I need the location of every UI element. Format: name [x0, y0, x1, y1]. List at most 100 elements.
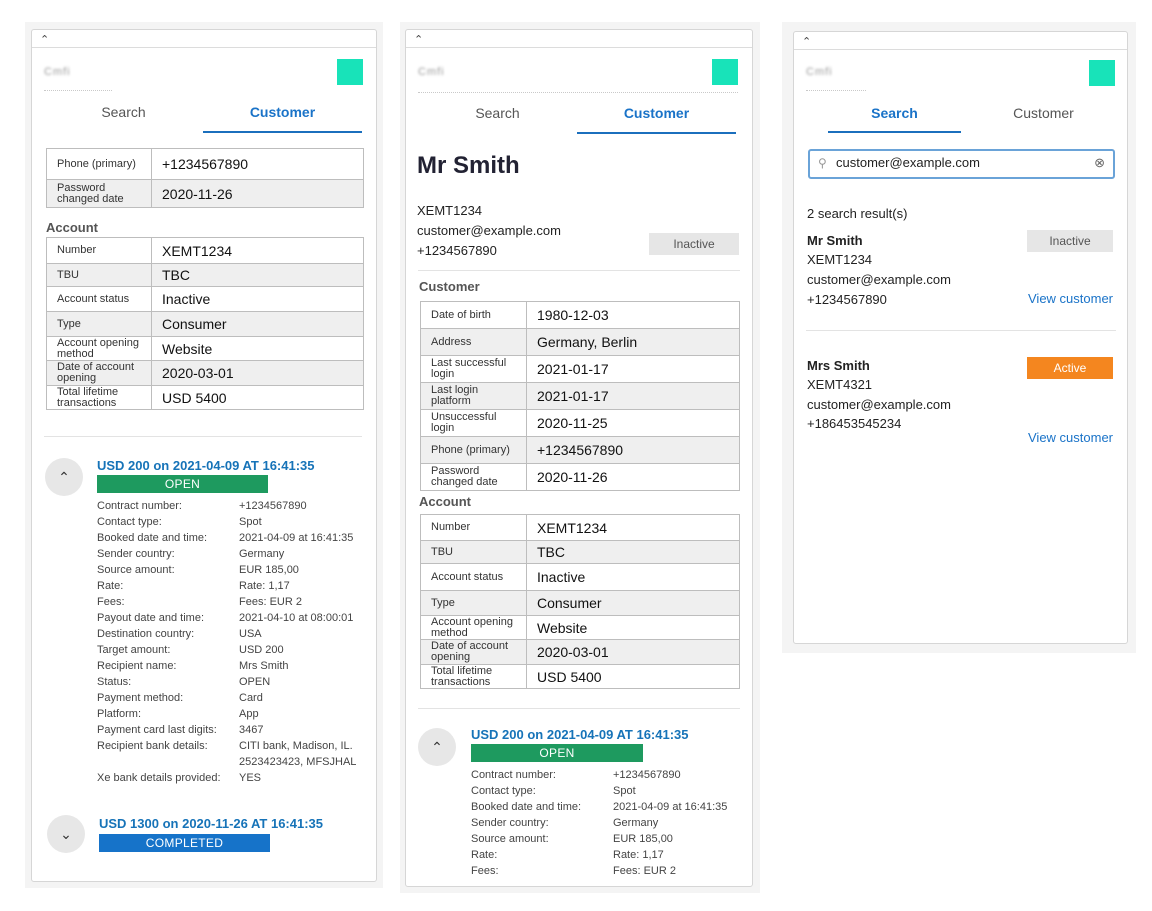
detail-value: 3467: [239, 724, 264, 736]
field-label: TBU: [420, 540, 527, 564]
detail-label: Payment card last digits:: [97, 724, 217, 736]
detail-value: Card: [239, 692, 263, 704]
transaction-title[interactable]: USD 1300 on 2020-11-26 AT 16:41:35: [99, 816, 324, 831]
customer-panel-middle: ⌃ Cmfi Search Customer Mr Smith XEMT1234…: [405, 29, 753, 887]
transaction-title[interactable]: USD 200 on 2021-04-09 AT 16:41:35: [471, 727, 689, 742]
brand-square: [1089, 60, 1115, 86]
detail-row: Source amount: EUR 185,00: [471, 831, 746, 847]
tab-search[interactable]: Search: [828, 96, 961, 133]
view-customer-link[interactable]: View customer: [1028, 291, 1114, 306]
detail-value: OPEN: [239, 676, 271, 688]
detail-row: Status: OPEN: [97, 674, 367, 690]
result-account: XEMT1234: [807, 252, 873, 267]
customer-email: customer@example.com: [417, 223, 561, 238]
detail-value: +1234567890: [613, 769, 681, 781]
detail-row: Contract number: +1234567890: [97, 498, 367, 514]
field-value: 1980-12-03: [526, 301, 740, 329]
field-value: TBC: [151, 263, 364, 287]
detail-label: Recipient name:: [97, 660, 177, 672]
field-label: Phone (primary): [46, 148, 152, 180]
tab-search[interactable]: Search: [475, 105, 520, 121]
chevron-up-icon[interactable]: ⌃: [414, 34, 424, 46]
detail-row: Contact type: Spot: [471, 783, 746, 799]
detail-label: Platform:: [97, 708, 142, 720]
clear-icon[interactable]: ⊗: [1094, 155, 1105, 170]
section-heading: Customer: [419, 279, 480, 294]
status-badge: Active: [1027, 357, 1113, 379]
detail-row: Rate: Rate: 1,17: [471, 847, 746, 863]
tab-customer[interactable]: Customer: [1013, 105, 1074, 121]
detail-value: Germany: [613, 817, 659, 829]
collapse-transaction-button[interactable]: ⌃: [418, 728, 456, 766]
detail-label: Fees:: [471, 865, 499, 877]
field-label: Type: [46, 311, 152, 337]
field-value: 2021-01-17: [526, 355, 740, 383]
result-name: Mr Smith: [807, 233, 863, 248]
detail-row: Recipient bank details: CITI bank, Madiso…: [97, 738, 367, 770]
tab-customer[interactable]: Customer: [203, 96, 362, 133]
detail-label: Rate:: [471, 849, 498, 861]
collapse-transaction-button[interactable]: ⌃: [45, 458, 83, 496]
tab-search[interactable]: Search: [101, 104, 146, 120]
detail-label: Target amount:: [97, 644, 171, 656]
field-value: TBC: [526, 540, 740, 564]
detail-row: Fees: Fees: EUR 2: [471, 863, 746, 879]
detail-label: Destination country:: [97, 628, 195, 640]
account-table: Number XEMT1234 TBU TBC Account status Inac…: [420, 514, 740, 689]
detail-label: Source amount:: [97, 564, 175, 576]
transaction-title[interactable]: USD 200 on 2021-04-09 AT 16:41:35: [97, 458, 315, 473]
result-email: customer@example.com: [807, 272, 951, 287]
field-label: Account opening method: [420, 615, 527, 640]
detail-label: Sender country:: [471, 817, 549, 829]
chevron-up-icon[interactable]: ⌃: [802, 36, 812, 48]
field-label: Date of account opening: [46, 360, 152, 386]
logo: Cmfi: [806, 66, 833, 78]
result-phone: +1234567890: [807, 292, 887, 307]
customer-panel-left: ⌃ Cmfi Search Customer Phone (primary) +1…: [31, 29, 377, 882]
detail-value: 2021-04-09 at 16:41:35: [613, 801, 728, 813]
search-input[interactable]: ⚲ customer@example.com ⊗: [808, 149, 1115, 179]
detail-value: Rate: 1,17: [613, 849, 664, 861]
field-value: 2021-01-17: [526, 382, 740, 410]
detail-row: Payout date and time: 2021-04-10 at 08:00…: [97, 610, 367, 626]
result-account: XEMT4321: [807, 377, 873, 392]
detail-value: Fees: EUR 2: [613, 865, 676, 877]
detail-label: Booked date and time:: [471, 801, 582, 813]
detail-value: Fees: EUR 2: [239, 596, 302, 608]
tab-bar: Search Customer: [418, 96, 736, 134]
detail-row: Payment method: Card: [97, 690, 367, 706]
divider: [406, 47, 752, 48]
divider: [32, 47, 376, 48]
customer-phone: +1234567890: [417, 243, 497, 258]
expand-transaction-button[interactable]: ⌄: [47, 815, 85, 853]
detail-row: Destination country: USA: [97, 626, 367, 642]
logo: Cmfi: [418, 66, 445, 78]
detail-row: Contract number: +1234567890: [471, 767, 746, 783]
field-value: Consumer: [151, 311, 364, 337]
search-input-value[interactable]: customer@example.com: [836, 155, 980, 170]
field-label: Type: [420, 590, 527, 616]
detail-value: 2021-04-10 at 08:00:01: [239, 612, 354, 624]
field-value: Germany, Berlin: [526, 328, 740, 356]
field-label: Password changed date: [46, 179, 152, 208]
field-label: Date of account opening: [420, 639, 527, 665]
divider: [418, 708, 740, 709]
section-heading: Account: [419, 494, 471, 509]
field-value: +1234567890: [526, 436, 740, 464]
divider: [806, 330, 1116, 331]
divider: [794, 49, 1127, 50]
tab-customer[interactable]: Customer: [577, 96, 736, 134]
detail-label: Xe bank details provided:: [97, 772, 221, 784]
detail-row: Source amount: EUR 185,00: [97, 562, 367, 578]
detail-value: YES: [239, 772, 262, 784]
detail-row: Target amount: USD 200: [97, 642, 367, 658]
detail-value: EUR 185,00: [613, 833, 673, 845]
results-count: 2 search result(s): [807, 206, 908, 221]
field-value: XEMT1234: [526, 514, 740, 541]
logo: Cmfi: [44, 66, 71, 78]
result-name: Mrs Smith: [807, 358, 870, 373]
divider: [44, 436, 362, 437]
chevron-up-icon[interactable]: ⌃: [40, 34, 50, 46]
contact-table: Phone (primary) +1234567890 Password chan…: [46, 148, 364, 208]
view-customer-link[interactable]: View customer: [1028, 430, 1114, 445]
